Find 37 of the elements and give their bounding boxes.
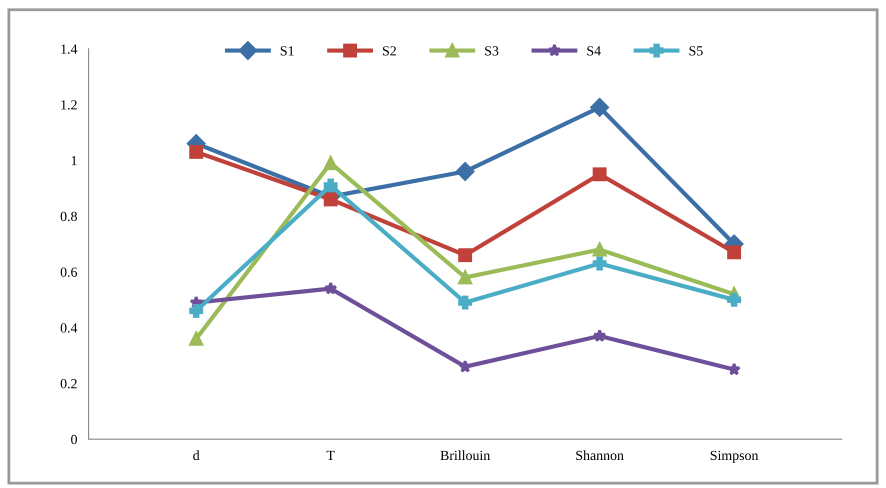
x-tick-label: d [193,450,200,460]
x-tick-label: Simpson [710,450,758,463]
legend-label: S2 [382,46,396,56]
legend-label: S1 [280,46,294,56]
point [592,242,607,257]
point [727,362,741,376]
point [324,156,338,170]
y-tick-label: 1.4 [61,44,78,54]
point [727,245,742,260]
legend-label: S3 [485,46,498,56]
point [458,296,472,310]
point [592,329,606,342]
y-tick-label: 0.6 [60,267,78,277]
point [592,256,607,270]
point [458,270,472,284]
point [456,162,474,181]
x-tick-label: Brillouin [440,450,490,460]
y-tick-label: 0.4 [60,323,78,333]
legend-label: S4 [587,46,601,56]
x-tick-label: Shannon [576,450,624,460]
point [189,304,204,318]
y-tick-label: 1 [72,156,77,166]
y-tick-label: 1.2 [61,100,77,110]
point [590,98,609,117]
point [592,167,607,182]
legend-label: S5 [689,46,703,56]
x-tick-label: T [326,450,335,460]
point [324,282,338,294]
y-tick-label: 0 [71,434,77,444]
point [458,248,472,262]
point [727,292,742,307]
point [324,178,338,192]
y-tick-label: 0.8 [60,212,77,222]
point [189,145,204,159]
point [458,360,472,373]
y-tick-label: 0.2 [60,379,77,388]
point [189,332,204,346]
